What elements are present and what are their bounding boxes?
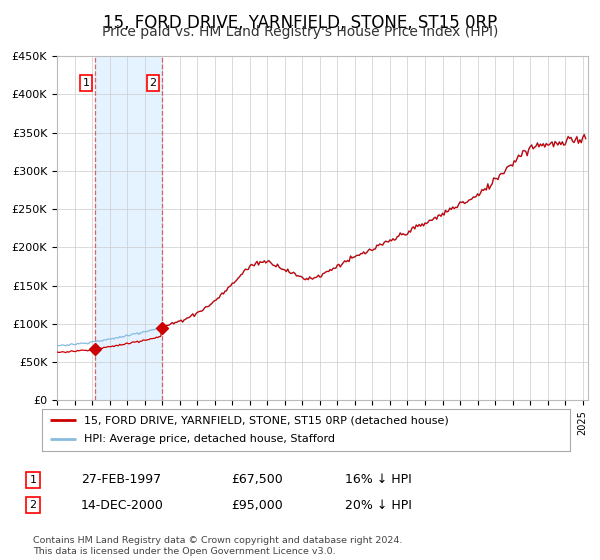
Text: 20% ↓ HPI: 20% ↓ HPI <box>345 498 412 512</box>
Text: 15, FORD DRIVE, YARNFIELD, STONE, ST15 0RP: 15, FORD DRIVE, YARNFIELD, STONE, ST15 0… <box>103 14 497 32</box>
Text: Price paid vs. HM Land Registry's House Price Index (HPI): Price paid vs. HM Land Registry's House … <box>102 25 498 39</box>
Bar <box>95 56 161 400</box>
Text: 16% ↓ HPI: 16% ↓ HPI <box>345 473 412 487</box>
Text: 2: 2 <box>149 78 157 88</box>
Text: 1: 1 <box>29 475 37 485</box>
Text: 1: 1 <box>82 78 89 88</box>
Text: Contains HM Land Registry data © Crown copyright and database right 2024.
This d: Contains HM Land Registry data © Crown c… <box>33 536 403 556</box>
Text: 27-FEB-1997: 27-FEB-1997 <box>81 473 161 487</box>
Text: £67,500: £67,500 <box>231 473 283 487</box>
Text: 14-DEC-2000: 14-DEC-2000 <box>81 498 164 512</box>
Text: HPI: Average price, detached house, Stafford: HPI: Average price, detached house, Staf… <box>84 435 335 445</box>
Text: £95,000: £95,000 <box>231 498 283 512</box>
Text: 2: 2 <box>29 500 37 510</box>
Text: 15, FORD DRIVE, YARNFIELD, STONE, ST15 0RP (detached house): 15, FORD DRIVE, YARNFIELD, STONE, ST15 0… <box>84 415 449 425</box>
